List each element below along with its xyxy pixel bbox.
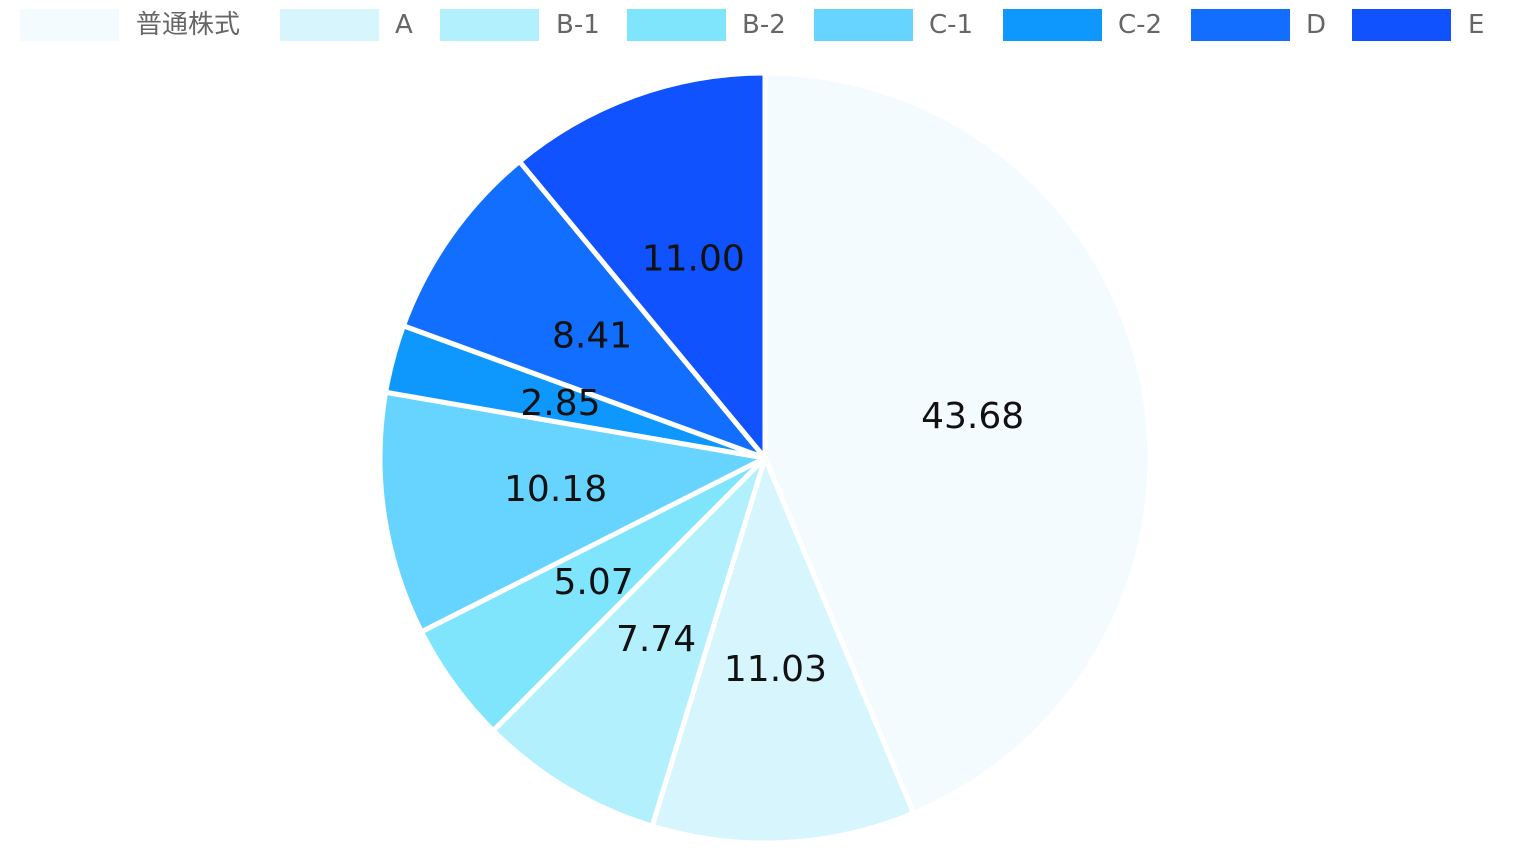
legend-item-b-2[interactable]: B-2	[627, 9, 786, 41]
legend-swatch	[814, 9, 913, 41]
legend-swatch	[280, 9, 379, 41]
slice-label-e: 11.00	[642, 238, 745, 279]
legend-item-c-2[interactable]: C-2	[1003, 9, 1162, 41]
pie-slice-a[interactable]	[649, 455, 917, 846]
legend-item-series-0[interactable]: 普通株式	[20, 9, 240, 41]
slice-label-c-1: 10.18	[504, 469, 607, 510]
legend-swatch	[1003, 9, 1102, 41]
slice-label-b-1: 7.74	[616, 619, 696, 660]
legend-label: B-1	[556, 10, 600, 40]
slice-label-a: 11.03	[724, 649, 827, 690]
legend-label: A	[395, 10, 413, 40]
legend-item-a[interactable]: A	[280, 9, 413, 41]
legend-swatch	[20, 9, 119, 41]
legend-label: D	[1306, 10, 1326, 40]
legend-swatch	[1191, 9, 1290, 41]
legend-label: B-2	[742, 10, 786, 40]
legend-label: 普通株式	[136, 10, 240, 40]
legend-item-c-1[interactable]: C-1	[814, 9, 973, 41]
legend-label: E	[1468, 10, 1484, 40]
legend-item-d[interactable]: D	[1191, 9, 1326, 41]
slice-label-series-0: 43.68	[921, 396, 1024, 437]
pie-slice-c-1[interactable]	[377, 389, 768, 635]
legend-item-e[interactable]: E	[1352, 9, 1484, 41]
legend-item-b-1[interactable]: B-1	[440, 9, 600, 41]
chart-legend: 普通株式 A B-1 B-2 C-1 C-2 D E	[20, 9, 1484, 41]
legend-swatch	[1352, 9, 1451, 41]
pie-slice-series-0[interactable]	[762, 70, 1153, 816]
legend-label: C-1	[929, 10, 973, 40]
legend-swatch	[440, 9, 539, 41]
pie-slices	[377, 70, 1153, 846]
pie-slice-b-1[interactable]	[490, 455, 768, 829]
legend-label: C-2	[1118, 10, 1162, 40]
pie-slice-e[interactable]	[517, 70, 768, 461]
slice-label-c-2: 2.85	[520, 383, 600, 424]
pie-slice-d[interactable]	[400, 158, 768, 461]
slice-label-d: 8.41	[552, 315, 632, 356]
legend-swatch	[627, 9, 726, 41]
slice-label-b-2: 5.07	[554, 562, 634, 603]
